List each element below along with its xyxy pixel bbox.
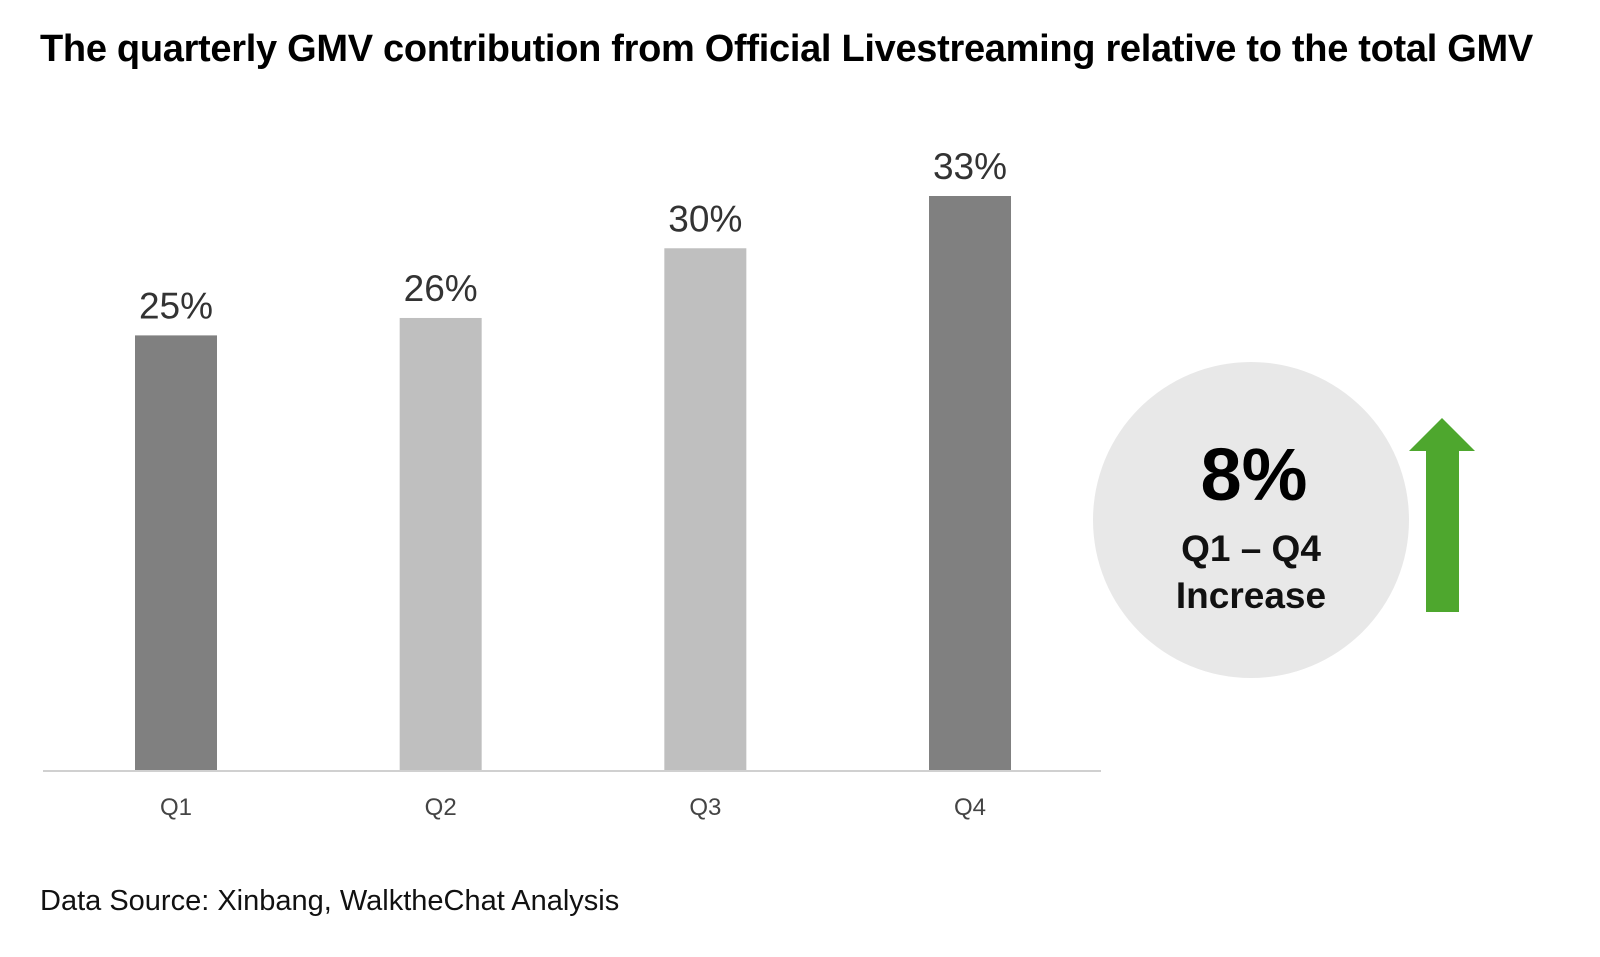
x-tick-label-q2: Q2: [425, 794, 457, 821]
x-tick-label-q1: Q1: [160, 794, 192, 821]
callout-period: Q1 – Q4: [1181, 528, 1321, 569]
data-source-note: Data Source: Xinbang, WalktheChat Analys…: [40, 885, 620, 917]
callout-value: 8%: [1201, 433, 1308, 516]
arrow-up-icon: [1409, 418, 1475, 612]
callout-caption: Increase: [1176, 575, 1326, 616]
x-tick-label-q3: Q3: [689, 794, 721, 821]
callout-circle: [1093, 362, 1409, 678]
data-label-q1: 25%: [139, 285, 213, 326]
data-label-q3: 30%: [668, 198, 742, 239]
bar-q2: [399, 317, 482, 771]
bar-q1: [135, 335, 217, 771]
increase-callout: 8% Q1 – Q4 Increase: [1093, 362, 1409, 678]
data-label-q2: 26%: [404, 268, 478, 309]
bars-group: 25% Q1 26% Q2 30% Q3 33% Q4: [135, 146, 1012, 821]
chart-title: The quarterly GMV contribution from Offi…: [40, 28, 1533, 70]
bar-q3: [664, 248, 747, 772]
data-label-q4: 33%: [933, 146, 1007, 187]
x-tick-label-q4: Q4: [954, 794, 986, 821]
bar-q4: [929, 196, 1012, 771]
